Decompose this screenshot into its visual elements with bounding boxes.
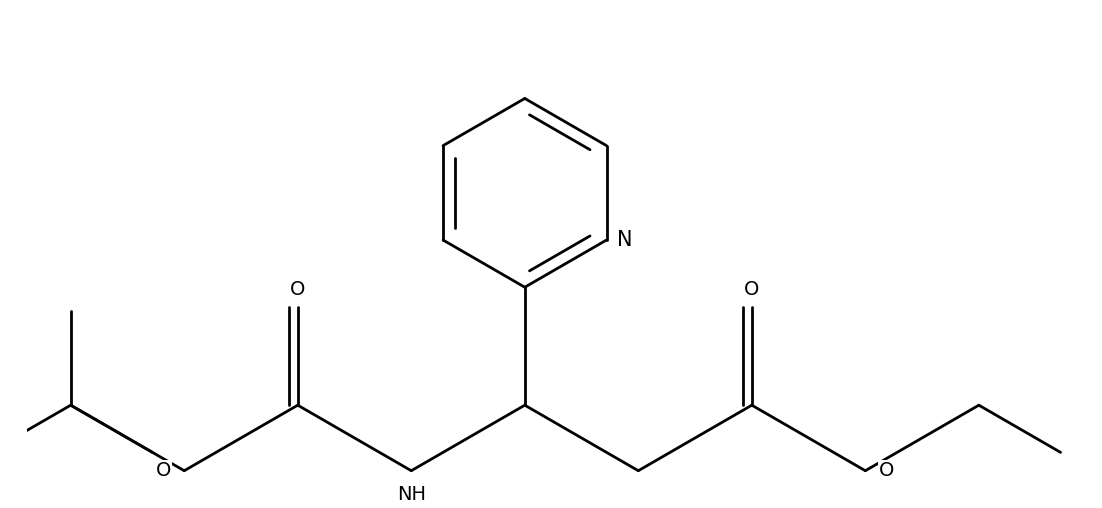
Text: NH: NH	[397, 485, 425, 504]
Text: O: O	[155, 461, 171, 480]
Text: O: O	[878, 461, 894, 480]
Text: O: O	[744, 280, 759, 299]
Text: N: N	[617, 230, 633, 250]
Text: O: O	[290, 280, 305, 299]
